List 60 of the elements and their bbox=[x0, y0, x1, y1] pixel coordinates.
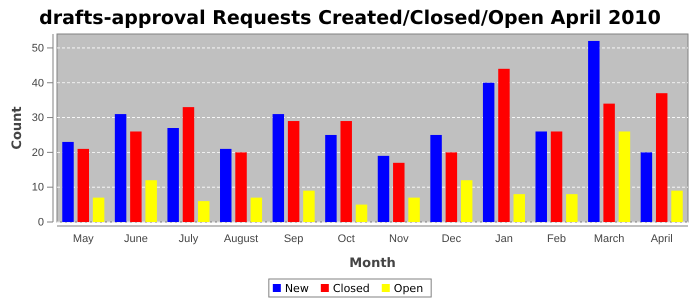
x-tick-label: Dec bbox=[442, 232, 462, 245]
bar bbox=[514, 194, 525, 222]
x-tick-label: March bbox=[594, 232, 624, 245]
bar bbox=[220, 148, 232, 222]
chart-title: drafts-approval Requests Created/Closed/Open April 2010 bbox=[39, 7, 661, 29]
x-tick-label: August bbox=[224, 232, 258, 245]
bar bbox=[536, 131, 547, 222]
legend-label: Open bbox=[394, 282, 424, 295]
bar bbox=[167, 128, 179, 222]
bar bbox=[640, 152, 652, 222]
bar bbox=[588, 40, 600, 222]
bar bbox=[378, 156, 390, 222]
bar bbox=[656, 93, 668, 222]
x-tick-label: May bbox=[72, 232, 94, 245]
bar bbox=[325, 134, 337, 222]
y-tick-label: 50 bbox=[32, 42, 44, 54]
bar bbox=[603, 104, 615, 222]
bar bbox=[550, 131, 562, 222]
bar bbox=[618, 131, 630, 222]
y-tick-label: 40 bbox=[32, 77, 44, 90]
legend-label: New bbox=[284, 282, 309, 295]
bar bbox=[566, 194, 578, 222]
bar bbox=[250, 198, 262, 222]
bar bbox=[303, 190, 315, 222]
x-tick-label: July bbox=[178, 232, 199, 245]
y-tick-label: 30 bbox=[32, 112, 44, 124]
bar bbox=[130, 131, 142, 222]
bar bbox=[430, 134, 442, 222]
y-tick-label: 10 bbox=[32, 182, 44, 194]
bar bbox=[671, 190, 683, 222]
y-tick-label: 0 bbox=[38, 216, 44, 229]
x-tick-label: April bbox=[650, 232, 673, 245]
bar bbox=[235, 152, 247, 222]
bar bbox=[498, 68, 510, 222]
bar bbox=[288, 121, 300, 222]
bar bbox=[145, 180, 157, 222]
bar bbox=[460, 180, 472, 222]
x-tick-label: Jan bbox=[495, 232, 513, 245]
y-tick-label: 20 bbox=[32, 146, 44, 159]
bar bbox=[92, 198, 104, 222]
x-axis-title: Month bbox=[349, 256, 396, 271]
bar bbox=[198, 201, 210, 222]
bar bbox=[114, 114, 126, 222]
bar bbox=[62, 142, 74, 222]
bar bbox=[393, 162, 405, 222]
x-tick-label: Oct bbox=[338, 232, 355, 245]
legend-label: Closed bbox=[332, 282, 370, 295]
x-tick-label: June bbox=[124, 232, 148, 245]
bar bbox=[408, 198, 420, 222]
bar bbox=[356, 204, 368, 222]
bar bbox=[482, 82, 494, 222]
bar bbox=[182, 107, 194, 222]
x-tick-label: Feb bbox=[547, 232, 566, 245]
y-axis-title: Count bbox=[10, 106, 25, 150]
bar bbox=[78, 148, 90, 222]
bar bbox=[272, 114, 284, 222]
bar bbox=[446, 152, 458, 222]
x-tick-label: Nov bbox=[389, 232, 410, 245]
x-tick-label: Sep bbox=[284, 232, 304, 245]
bar bbox=[340, 121, 352, 222]
